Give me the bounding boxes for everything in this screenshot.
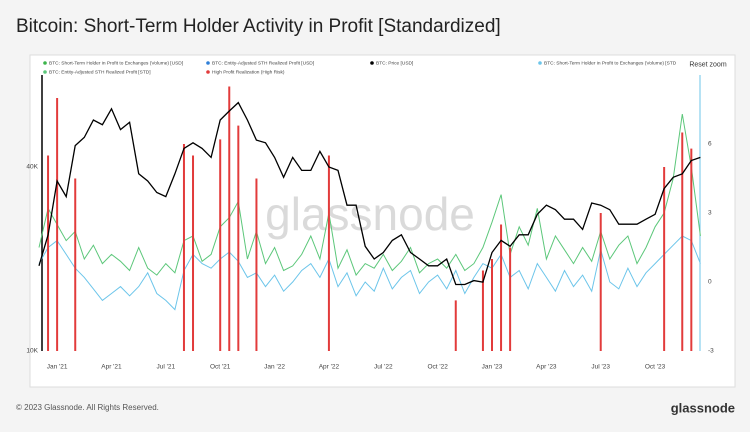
high-risk-bar <box>228 86 231 351</box>
x-tick-label: Jan '21 <box>47 364 68 371</box>
y-tick-label: 40K <box>26 164 38 171</box>
series-line <box>38 235 701 311</box>
logo: glassnode <box>671 400 735 415</box>
x-tick-label: Jan '23 <box>482 364 503 371</box>
x-tick-label: Oct '22 <box>427 364 448 371</box>
y2-tick-label: 3 <box>708 210 712 217</box>
high-risk-bar <box>219 139 222 351</box>
high-risk-bar <box>192 155 195 351</box>
y2-tick-label: 0 <box>708 279 712 286</box>
high-risk-bar <box>481 270 484 351</box>
watermark: glassnode <box>265 188 475 240</box>
x-tick-label: Apr '23 <box>536 364 557 371</box>
high-risk-bar <box>237 125 240 351</box>
legend-label: High Profit Realization (High Risk) <box>212 69 285 75</box>
x-tick-label: Apr '21 <box>101 364 122 371</box>
high-risk-bar <box>47 155 50 351</box>
x-tick-label: Jul '21 <box>157 364 176 371</box>
y-tick-label: 10K <box>26 348 38 355</box>
high-risk-bar <box>454 300 457 351</box>
high-risk-bar <box>681 132 684 351</box>
legend-label: BTC: Entity-Adjusted STH Realized Profit… <box>49 69 151 75</box>
reset-zoom-button[interactable]: Reset zoom <box>686 58 730 70</box>
high-risk-bar <box>56 98 59 351</box>
high-risk-bar <box>599 213 602 351</box>
legend-marker <box>206 70 210 74</box>
legend-label: BTC: Entity-Adjusted STH Realized Profit… <box>212 60 314 66</box>
legend-marker <box>43 70 47 74</box>
x-tick-label: Oct '23 <box>645 364 666 371</box>
x-tick-label: Jul '23 <box>591 364 610 371</box>
high-risk-bar <box>690 148 693 351</box>
x-tick-label: Jul '22 <box>374 364 393 371</box>
legend-marker <box>206 61 210 65</box>
chart-title: Bitcoin: Short-Term Holder Activity in P… <box>16 16 501 37</box>
series-line <box>38 101 701 286</box>
y2-tick-label: 6 <box>708 141 712 148</box>
x-tick-label: Jan '22 <box>264 364 285 371</box>
reset-zoom-label[interactable]: Reset zoom <box>689 61 727 68</box>
high-risk-bar <box>255 178 258 351</box>
series-line <box>38 114 701 277</box>
high-risk-bar <box>509 247 512 351</box>
legend-marker <box>43 61 47 65</box>
legend-label: BTC: Short-Term Holder in Profit to Exch… <box>49 60 183 66</box>
high-risk-bar <box>491 259 493 351</box>
legend-marker <box>370 61 374 65</box>
high-risk-bar <box>500 224 503 351</box>
x-tick-label: Oct '21 <box>210 364 231 371</box>
legend-label: BTC: Short-Term Holder in Profit to Exch… <box>544 60 677 66</box>
legend-label: BTC: Price [USD] <box>376 60 413 66</box>
high-risk-bar <box>74 178 77 351</box>
footer: © 2023 Glassnode. All Rights Reserved. <box>16 403 159 412</box>
x-tick-label: Apr '22 <box>319 364 340 371</box>
high-risk-bar <box>327 155 330 351</box>
high-risk-bar <box>663 167 666 351</box>
high-risk-bar <box>182 144 185 351</box>
reset-zoom-bg[interactable] <box>686 58 730 70</box>
y2-tick-label: -3 <box>708 348 714 355</box>
legend-marker <box>538 61 542 65</box>
